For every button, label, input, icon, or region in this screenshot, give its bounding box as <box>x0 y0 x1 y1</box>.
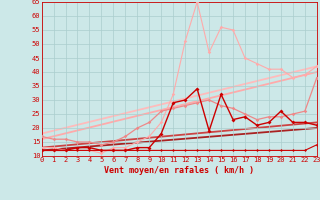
X-axis label: Vent moyen/en rafales ( km/h ): Vent moyen/en rafales ( km/h ) <box>104 166 254 175</box>
